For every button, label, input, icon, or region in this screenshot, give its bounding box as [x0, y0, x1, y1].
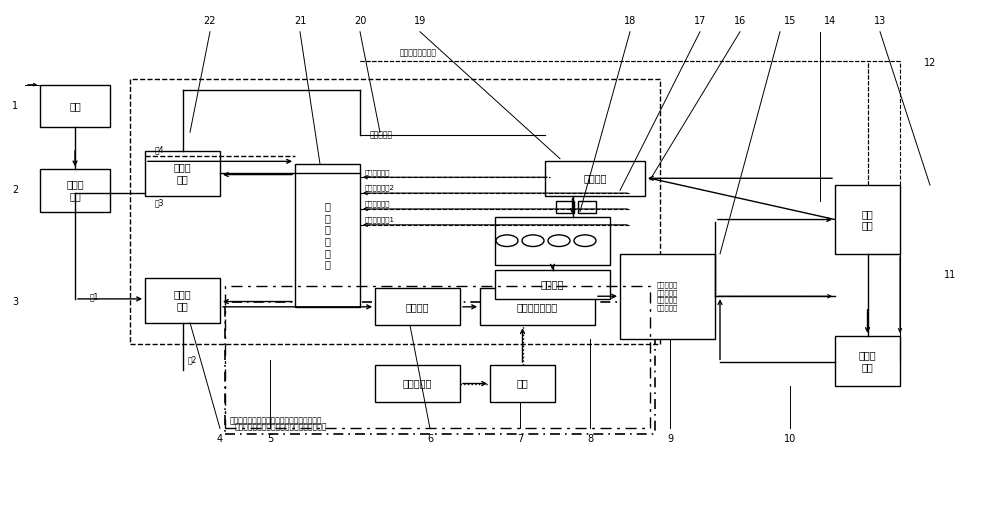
FancyBboxPatch shape	[145, 278, 220, 323]
FancyBboxPatch shape	[545, 161, 645, 196]
Text: 体相纳米尺度泡状流预混合烃类燃料制备系统: 体相纳米尺度泡状流预混合烃类燃料制备系统	[235, 422, 328, 431]
Text: 气泵: 气泵	[517, 379, 528, 388]
FancyBboxPatch shape	[495, 270, 610, 299]
FancyBboxPatch shape	[495, 217, 610, 264]
Text: 1: 1	[12, 101, 18, 111]
FancyBboxPatch shape	[835, 185, 900, 254]
FancyBboxPatch shape	[225, 302, 655, 434]
Text: 低压油泵: 低压油泵	[406, 302, 429, 312]
Text: 8: 8	[587, 434, 593, 444]
Text: 5: 5	[267, 434, 273, 444]
Text: 11: 11	[944, 270, 956, 280]
FancyBboxPatch shape	[490, 365, 555, 402]
Text: 高压
油泵: 高压 油泵	[862, 209, 873, 230]
Text: 阀3: 阀3	[155, 198, 164, 207]
Text: 17: 17	[694, 16, 706, 26]
Text: 21: 21	[294, 16, 306, 26]
Text: 气泡浓度信号1: 气泡浓度信号1	[365, 217, 395, 223]
Text: 7: 7	[517, 434, 523, 444]
FancyBboxPatch shape	[835, 336, 900, 386]
FancyBboxPatch shape	[620, 254, 715, 339]
Text: 14: 14	[824, 16, 836, 26]
Text: 油箱: 油箱	[69, 101, 81, 111]
FancyBboxPatch shape	[375, 288, 460, 325]
Text: 9: 9	[667, 434, 673, 444]
Text: 13: 13	[874, 16, 886, 26]
Text: 高压油轨: 高压油轨	[583, 174, 607, 184]
Text: 进气歧管: 进气歧管	[541, 279, 564, 289]
FancyBboxPatch shape	[480, 288, 595, 325]
Text: 18: 18	[624, 16, 636, 26]
Text: 气液分
离器: 气液分 离器	[859, 350, 876, 372]
Text: 油轨压力信号: 油轨压力信号	[365, 169, 390, 176]
FancyBboxPatch shape	[295, 164, 360, 307]
Text: 体相纳米尺度泡状流预混合烃类燃料制备系统: 体相纳米尺度泡状流预混合烃类燃料制备系统	[230, 417, 322, 426]
Text: 燃油滤
清器: 燃油滤 清器	[66, 180, 84, 201]
Text: 液面高度信号: 液面高度信号	[365, 201, 390, 207]
Text: 体相纳米尺
度泡状流预
混合烃类燃
料储存装置: 体相纳米尺 度泡状流预 混合烃类燃 料储存装置	[657, 281, 678, 311]
Text: 可控三
通阀: 可控三 通阀	[174, 162, 191, 184]
Text: 12: 12	[924, 59, 936, 68]
Text: 可控四
通阀: 可控四 通阀	[174, 289, 191, 311]
Text: 高压油泵开闭信号: 高压油泵开闭信号	[400, 48, 437, 57]
Text: 阀2: 阀2	[188, 355, 197, 364]
Text: 15: 15	[784, 16, 796, 26]
FancyBboxPatch shape	[375, 365, 460, 402]
FancyBboxPatch shape	[145, 151, 220, 196]
Text: 空气滤清器: 空气滤清器	[403, 379, 432, 388]
Text: 4: 4	[217, 434, 223, 444]
Text: 16: 16	[734, 16, 746, 26]
Text: 气泡浓度信号2: 气泡浓度信号2	[365, 185, 395, 191]
Text: 10: 10	[784, 434, 796, 444]
FancyBboxPatch shape	[578, 201, 596, 213]
Text: 20: 20	[354, 16, 366, 26]
Text: 纳米气泡发生器: 纳米气泡发生器	[517, 302, 558, 312]
FancyBboxPatch shape	[40, 85, 110, 127]
Text: 电
子
控
制
单
元: 电 子 控 制 单 元	[325, 202, 330, 269]
Text: 22: 22	[204, 16, 216, 26]
Text: 阀4: 阀4	[155, 145, 164, 154]
Text: 2: 2	[12, 186, 18, 195]
Text: 压力调节阀: 压力调节阀	[370, 130, 393, 140]
Text: 19: 19	[414, 16, 426, 26]
FancyBboxPatch shape	[40, 169, 110, 212]
Text: 3: 3	[12, 297, 18, 306]
Text: 阀1: 阀1	[90, 293, 99, 302]
Text: 6: 6	[427, 434, 433, 444]
FancyBboxPatch shape	[556, 201, 574, 213]
